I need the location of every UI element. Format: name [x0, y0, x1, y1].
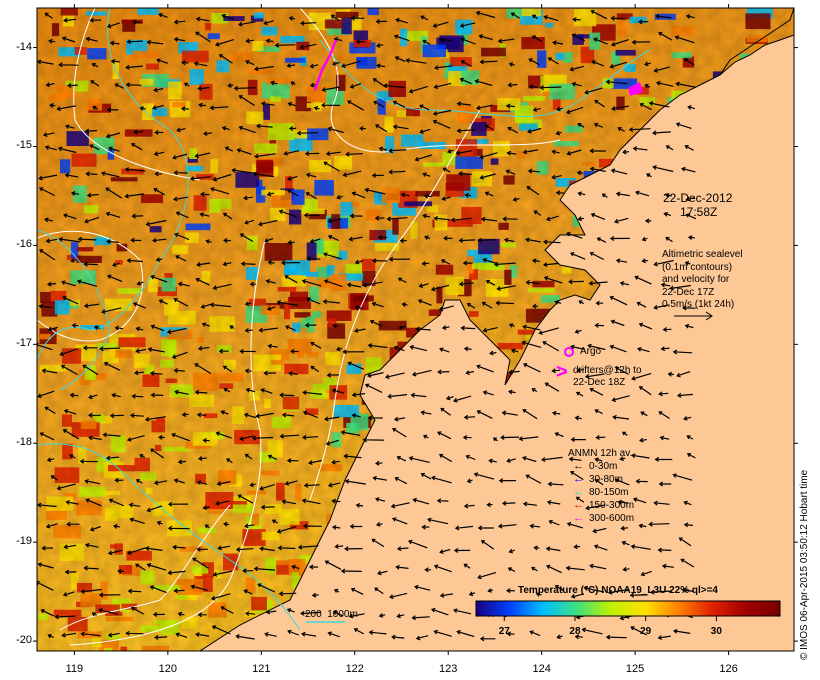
lon-tick-label: 120: [158, 663, 177, 675]
altimetry-line: 22-Dec 17Z: [662, 286, 715, 298]
lat-tick-label: -14: [16, 40, 32, 53]
drifter-glyph: >: [556, 361, 568, 383]
date-label: 22-Dec-2012: [663, 191, 733, 205]
lat-tick-label: -20: [16, 634, 32, 647]
lat-tick-label: -19: [16, 535, 32, 548]
lon-tick-label: 123: [439, 663, 458, 675]
lat-tick-label: -16: [16, 238, 32, 251]
colorbar-title: Temperature (°C) NOAA19_L3U 22% ql>=4: [518, 585, 718, 596]
velocity-scale-arrow: [674, 311, 713, 321]
drifter-label-line1: drifters@12h to: [573, 365, 642, 376]
left-arrow-icon: ←: [573, 499, 584, 511]
lat-tick-label: -15: [16, 139, 32, 152]
colorbar: [475, 600, 781, 617]
altimetry-line: 0.5m/s (1kt 24h): [662, 299, 735, 310]
left-arrow-icon: ←: [573, 460, 584, 472]
depth-scale-label: 200 1000m: [305, 609, 358, 620]
colorbar-tick-label: 30: [710, 626, 722, 637]
anmn-legend-title: ANMN 12h av.: [568, 448, 633, 459]
sea-level-contours: [37, 8, 651, 646]
anmn-legend-item: ← 80-150m: [573, 486, 628, 498]
drifter-label-line2: 22-Dec 18Z: [573, 377, 626, 388]
drifter-track: [313, 39, 338, 91]
anmn-legend-label: 0-30m: [589, 461, 618, 472]
altimetry-line: and velocity for: [662, 274, 730, 285]
anmn-legend-item: ← 0-30m: [573, 460, 617, 472]
anmn-legend-label: 300-600m: [589, 513, 635, 524]
anmn-legend-label: 30-80m: [589, 474, 623, 485]
lon-tick-label: 126: [719, 663, 738, 675]
anmn-legend-item: ← 150-300m: [573, 499, 634, 511]
credit-text: © IMOS 06-Apr-2015 03:50:12 Hobart time: [799, 469, 810, 660]
argo-label: Argo: [580, 346, 602, 357]
lat-tick-label: -18: [16, 436, 32, 449]
altimetry-line: (0.1m contours): [662, 261, 733, 273]
colorbar-tick-label: 28: [569, 626, 581, 637]
lon-tick-label: 125: [625, 663, 645, 675]
colorbar-tick-label: 29: [640, 626, 652, 637]
altimetry-note: Altimetric sealevel (0.1m contours) and …: [662, 249, 743, 312]
map-frame: [36, 7, 795, 652]
lon-tick-label: 121: [252, 663, 271, 675]
lon-tick-label: 124: [532, 663, 551, 675]
altimetry-line: Altimetric sealevel: [662, 249, 743, 260]
colorbar-tick-label: 27: [498, 626, 510, 637]
lon-tick-label: 122: [345, 663, 364, 675]
anmn-legend-item: ← 30-80m: [573, 473, 623, 485]
left-arrow-icon: ←: [573, 473, 584, 485]
anmn-legend-label: 150-300m: [589, 500, 635, 511]
lat-tick-label: -17: [16, 337, 32, 350]
left-arrow-icon: ←: [573, 512, 584, 524]
land-kimberley: [199, 8, 794, 651]
anmn-legend-label: 80-150m: [589, 487, 629, 498]
anmn-legend-item: ← 300-600m: [573, 512, 634, 524]
lon-tick-label: 119: [65, 663, 84, 675]
time-label: 17:58Z: [680, 205, 718, 219]
drifter-mark-east: [628, 82, 643, 96]
left-arrow-icon: ←: [573, 486, 584, 498]
velocity-arrows: [37, 9, 697, 642]
argo-marker: [564, 347, 574, 357]
